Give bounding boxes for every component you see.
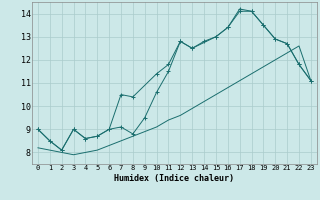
X-axis label: Humidex (Indice chaleur): Humidex (Indice chaleur): [115, 174, 234, 183]
